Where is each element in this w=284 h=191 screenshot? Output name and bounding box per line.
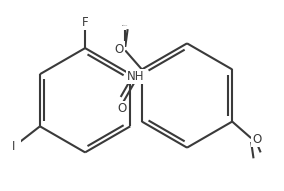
Text: O: O: [252, 133, 262, 146]
Text: I: I: [12, 140, 16, 153]
Text: methoxy: methoxy: [122, 25, 128, 26]
Text: O: O: [117, 102, 126, 115]
Text: NH: NH: [127, 70, 145, 83]
Text: O: O: [115, 43, 124, 56]
Text: F: F: [82, 15, 88, 28]
